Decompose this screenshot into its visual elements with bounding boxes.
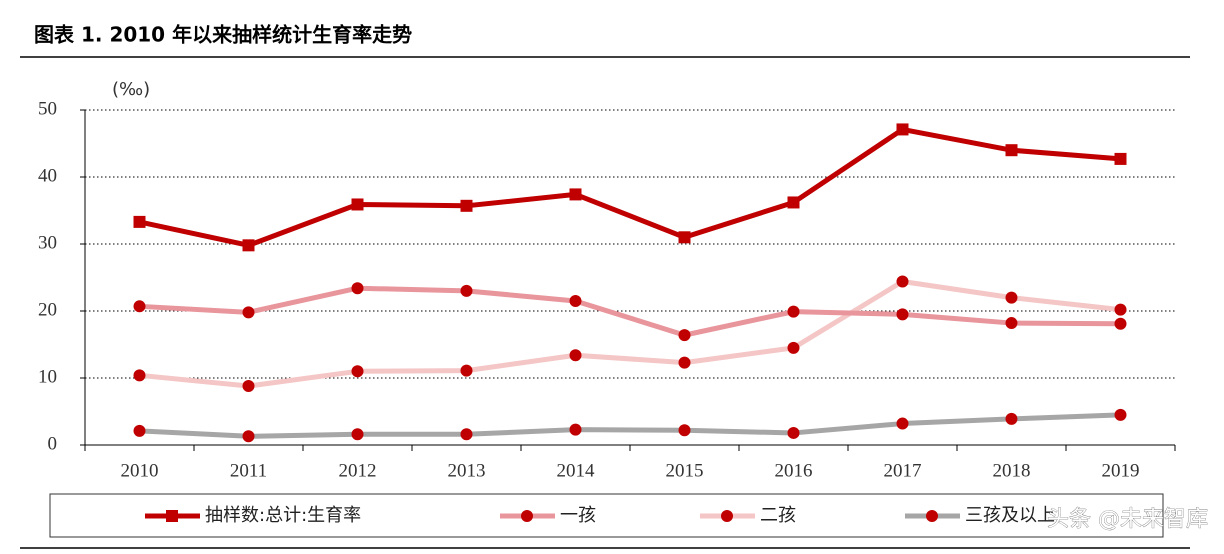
marker xyxy=(678,424,691,437)
marker xyxy=(896,123,909,136)
chart-title: 图表 1. 2010 年以来抽样统计生育率走势 xyxy=(34,23,412,47)
x-tick-label: 2013 xyxy=(448,460,486,481)
marker xyxy=(133,300,146,313)
legend-marker xyxy=(926,510,938,522)
marker xyxy=(1114,303,1127,316)
marker xyxy=(351,365,364,378)
marker xyxy=(242,306,255,319)
marker xyxy=(678,231,691,244)
marker xyxy=(787,341,800,354)
marker xyxy=(787,426,800,439)
x-tick-label: 2010 xyxy=(121,460,159,481)
marker xyxy=(787,196,800,209)
marker xyxy=(1114,408,1127,421)
marker xyxy=(1005,317,1018,330)
series-line xyxy=(139,412,1121,439)
series-line xyxy=(139,279,1121,389)
marker xyxy=(896,275,909,288)
series-line xyxy=(138,126,1121,248)
marker xyxy=(787,305,800,318)
marker xyxy=(351,198,364,211)
marker xyxy=(569,423,582,436)
marker xyxy=(1005,412,1018,425)
marker xyxy=(678,356,691,369)
legend-marker xyxy=(521,510,533,522)
y-tick-label: 0 xyxy=(48,433,58,454)
marker xyxy=(242,430,255,443)
x-tick-label: 2019 xyxy=(1102,460,1140,481)
series-line xyxy=(139,285,1121,338)
marker xyxy=(1005,291,1018,304)
y-tick-label: 50 xyxy=(38,98,57,119)
legend-box xyxy=(49,493,1164,538)
y-tick-label: 30 xyxy=(38,232,57,253)
marker xyxy=(896,417,909,430)
marker xyxy=(133,215,146,228)
marker xyxy=(460,284,473,297)
marker xyxy=(569,294,582,307)
y-tick-label: 10 xyxy=(38,366,57,387)
legend-marker xyxy=(721,510,733,522)
legend-label: 抽样数:总计:生育率 xyxy=(205,505,361,526)
x-tick-label: 2015 xyxy=(666,460,704,481)
marker xyxy=(242,380,255,393)
marker xyxy=(1005,144,1018,157)
marker xyxy=(569,349,582,362)
legend-marker xyxy=(166,510,178,522)
marker xyxy=(242,239,255,252)
legend-label: 三孩及以上 xyxy=(965,505,1055,526)
marker xyxy=(1114,152,1127,165)
y-tick-label: 40 xyxy=(38,165,57,186)
x-tick-label: 2017 xyxy=(884,460,922,481)
legend-label: 一孩 xyxy=(560,505,596,526)
y-tick-label: 20 xyxy=(38,299,57,320)
watermark: 头条 @未来智库 xyxy=(1047,507,1208,532)
x-tick-label: 2018 xyxy=(993,460,1031,481)
marker xyxy=(569,188,582,201)
marker xyxy=(351,282,364,295)
y-axis-label: (‰) xyxy=(112,79,150,100)
x-tick-label: 2012 xyxy=(339,460,377,481)
marker xyxy=(896,308,909,321)
marker xyxy=(351,428,364,441)
x-tick-label: 2014 xyxy=(557,460,596,481)
x-tick-label: 2011 xyxy=(230,460,267,481)
marker xyxy=(133,369,146,382)
marker xyxy=(460,199,473,212)
legend-label: 二孩 xyxy=(760,505,796,526)
marker xyxy=(460,428,473,441)
marker xyxy=(460,364,473,377)
x-tick-label: 2016 xyxy=(775,460,813,481)
marker xyxy=(133,424,146,437)
marker xyxy=(678,329,691,342)
marker xyxy=(1114,317,1127,330)
